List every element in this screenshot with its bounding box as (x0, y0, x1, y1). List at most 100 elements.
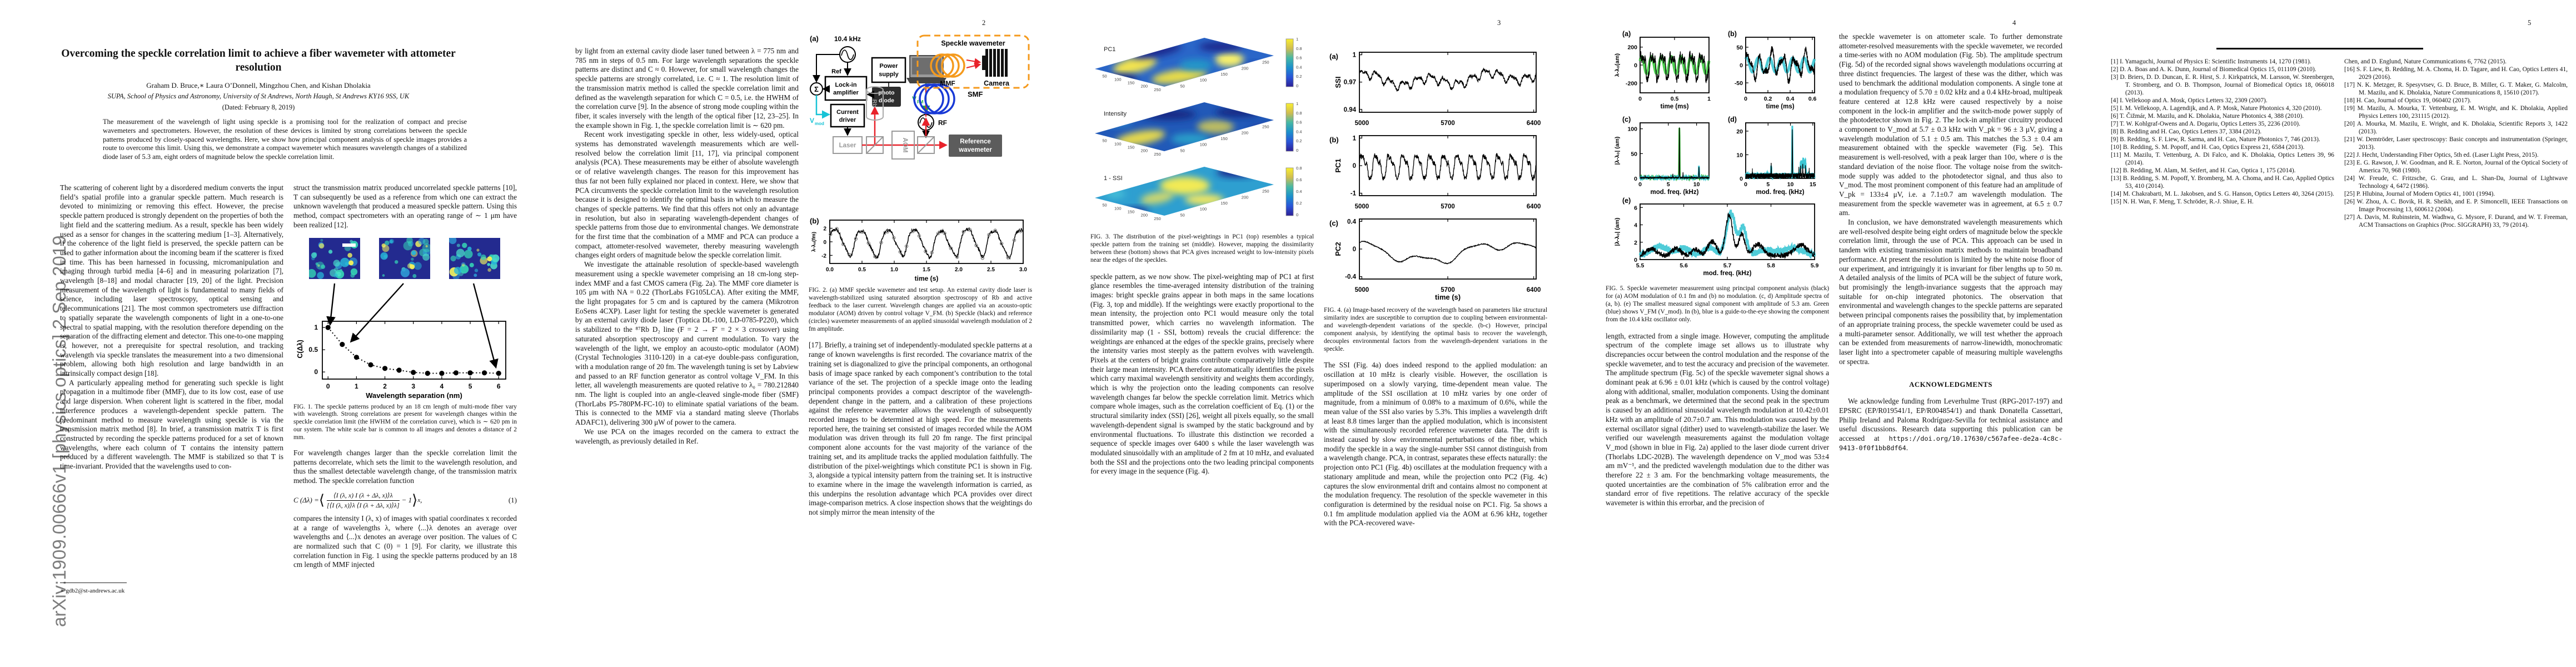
axis-tick-label: 5.5 (1636, 262, 1645, 269)
axis-tick-label: 150 (1220, 72, 1228, 77)
axis-tick-label: 0.8 (1296, 166, 1302, 171)
axis-tick-label: 100 (1114, 142, 1122, 147)
data-series (1359, 152, 1537, 181)
axis-tick-label: 250 (1154, 216, 1161, 221)
panel-label: (e) (1622, 197, 1631, 205)
smf-coil-icon (913, 83, 955, 115)
reference-marker (873, 255, 877, 258)
panel-label: (c) (1622, 116, 1631, 123)
axis-tick-label: 0.4 (1296, 64, 1302, 69)
sine-glyph (841, 49, 854, 60)
axis-tick-label: 0.4 (1347, 218, 1357, 225)
speckle-blob (487, 262, 490, 266)
body-paragraph: compares the intensity I (λ, x) of image… (293, 514, 517, 569)
page-number: 5 (2528, 19, 2532, 27)
speckle-blob (311, 252, 317, 258)
speckle-blob (422, 243, 430, 252)
rb-label: Rb (871, 99, 878, 108)
x-axis-label: time (ms) (1766, 103, 1794, 110)
axis-tick-label: 150 (1220, 201, 1228, 206)
axis-tick-label: 6400 (1527, 287, 1541, 293)
eq-numerator: ⟨I (λ, x) I (λ + Δλ, x)⟩λ (327, 491, 400, 501)
axis-tick-label: 5.8 (1767, 262, 1775, 269)
reference-item: [7] T. W. Kohlgraf-Owens and A. Dogariu,… (2111, 121, 2300, 127)
camera-label: Camera (984, 79, 1010, 87)
speckle-blob (347, 252, 352, 258)
footnote-email[interactable]: ∗ gdb2@st-andrews.ac.uk (60, 588, 125, 594)
reference-item: [17] N. K. Metzger, R. Spesyvtsev, G. D.… (2344, 82, 2568, 96)
reference-marker (911, 230, 915, 233)
beamsplitter-icon (917, 136, 935, 154)
axis-tick-label: 50 (1102, 73, 1107, 78)
y-axis-label: |λ-λ₀| (am) (1614, 137, 1621, 165)
body-paragraph: [17]. Briefly, a training set of indepen… (809, 341, 1032, 517)
doi-link[interactable]: https://doi.org/10.17630/c567afee-de2a-4… (1839, 435, 2062, 452)
abstract: The measurement of the wavelength of lig… (103, 118, 467, 161)
reference-item: [27] A. Davis, M. Rubinstein, M. Wadhwa,… (2344, 214, 2568, 228)
y-axis-label: λ-λ₀(am) (1614, 53, 1621, 77)
speckle-blob (318, 243, 325, 248)
reference-marker (974, 243, 978, 247)
axis-tick-label: 50 (1102, 138, 1107, 143)
speckle-blob (381, 243, 386, 247)
speckle-blob (348, 260, 354, 265)
reference-marker (860, 230, 864, 234)
speckle-image-3 (449, 237, 500, 279)
correlation-point (453, 370, 459, 375)
reference-item: [21] W. Demtröder, Laser spectroscopy: B… (2344, 136, 2568, 151)
body-paragraph: We investigate the attainable resolution… (575, 260, 799, 427)
speckle-blob (382, 273, 385, 277)
reference-item: [8] B. Redding and H. Cao, Optics Letter… (2111, 128, 2262, 135)
correlation-point (425, 370, 430, 376)
axis-tick-label: 50 (1736, 44, 1743, 51)
axis-tick-label: -50 (1735, 80, 1743, 87)
axis-tick-label: 0 (1744, 96, 1747, 102)
eq-bracket: ⟨ (318, 492, 325, 509)
page-4: 4 200 0 -200 0 0.5 1 (a) λ-λ₀(am) time (ms) 50 0 -5… (1546, 0, 2062, 667)
axis-tick-label: 1 (355, 382, 358, 390)
axis-tick-label: 0 (326, 382, 330, 390)
figure-3-caption: FIG. 3. The distribution of the pixel-we… (1090, 233, 1314, 263)
y-axis-label: PC2 (1334, 242, 1342, 256)
axis-tick-label: 150 (1128, 145, 1135, 150)
reference-marker (955, 255, 959, 259)
axis-tick-label: 0.8 (1296, 111, 1302, 116)
map-label: PC1 (1104, 46, 1115, 53)
axis-tick-label: 5.6 (1680, 262, 1688, 269)
axis-tick-label: 250 (1154, 87, 1161, 92)
axis-tick-label: 0.6 (1296, 56, 1302, 61)
colorbar (1285, 38, 1294, 87)
rb-cell-icon (866, 86, 884, 121)
axis-tick-label: 0.5 (308, 346, 318, 354)
axis-tick-label: 5000 (1355, 120, 1369, 127)
reference-wavemeter-label: wavemeter (958, 147, 992, 153)
speckle-blob (317, 271, 324, 279)
axis-tick-label: 100 (1627, 126, 1637, 133)
page-5: 5 [1] I. Yamaguchi, Journal of Physics E… (2061, 0, 2576, 667)
axis-tick-label: 0 (1296, 212, 1298, 217)
laser-label: Laser (839, 142, 856, 149)
y-axis-label: C(Δλ) (296, 340, 304, 358)
axis-tick-label: 200 (1140, 84, 1148, 89)
axis-tick-label: -2 (821, 253, 826, 259)
axis-tick-label: 50 (1180, 83, 1184, 88)
lockin-label: Lock-in (835, 82, 856, 88)
reference-item: [3] D. Briers, D. D. Duncan, E. R. Hirst… (2111, 74, 2334, 96)
figure-3-heatmaps: PC1 Intensity (1095, 37, 1302, 221)
correlation-point (467, 370, 473, 375)
reference-item: Chen, and D. Englund, Nature Communicati… (2344, 58, 2507, 65)
aom-label: AOM (901, 138, 908, 153)
p4-column-left: 200 0 -200 0 0.5 1 (a) λ-λ₀(am) time (ms) 50 0 -50 0… (1606, 31, 1829, 609)
reference-marker (854, 237, 858, 241)
speckle-blob (450, 255, 456, 261)
speckle-blob (350, 240, 353, 243)
reference-marker (924, 250, 928, 253)
speckle-blob (406, 237, 413, 243)
eq-bracket: ⟩ (412, 492, 418, 509)
axis-tick-label: 0.6 (1296, 120, 1302, 125)
rf-label: RF (938, 119, 947, 127)
p2-column-right: (a) 10.4 kHz Ref Lock-in amplifier Power… (809, 32, 1032, 610)
body-paragraph: In conclusion, we have demonstrated wave… (1839, 218, 2062, 366)
axis-tick-label: 20 (1736, 128, 1743, 135)
